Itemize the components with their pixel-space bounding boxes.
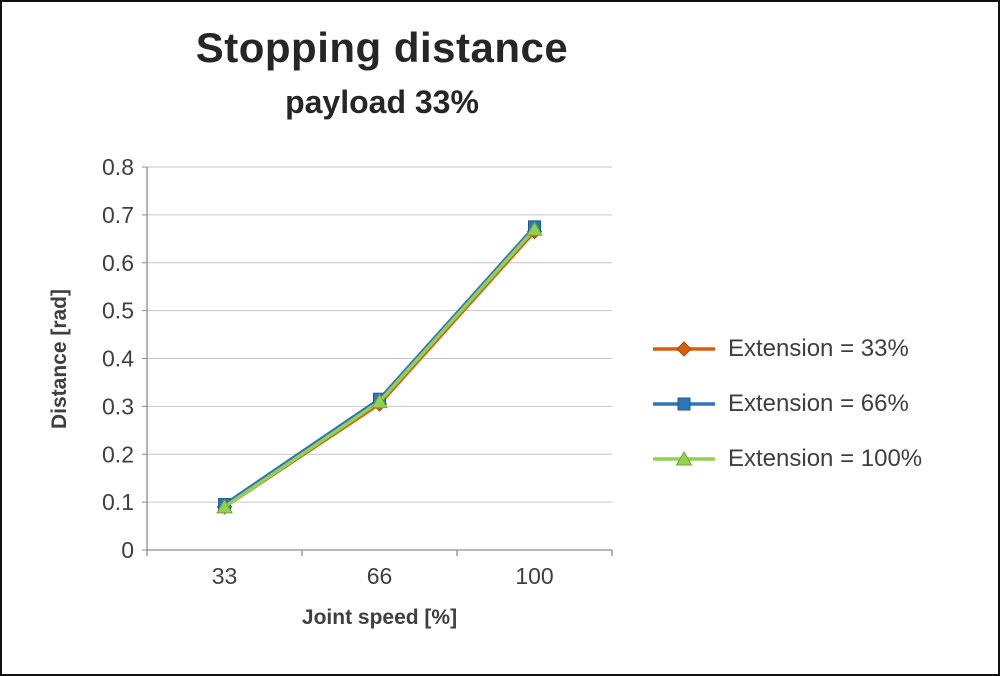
- svg-text:0.2: 0.2: [102, 441, 134, 467]
- svg-text:100: 100: [515, 563, 553, 589]
- svg-text:0.6: 0.6: [102, 250, 134, 276]
- svg-text:0: 0: [121, 537, 134, 563]
- legend: Extension = 33% Extension = 66% Extensio…: [652, 332, 982, 476]
- legend-swatch-extension-66-icon: [653, 397, 715, 411]
- svg-text:0.8: 0.8: [102, 154, 134, 180]
- legend-label-extension-100: Extension = 100%: [728, 445, 923, 472]
- svg-text:0.5: 0.5: [102, 298, 134, 324]
- legend-item-extension-66: Extension = 66%: [652, 387, 982, 421]
- svg-text:0.1: 0.1: [102, 489, 134, 515]
- x-axis-title: Joint speed [%]: [301, 606, 458, 629]
- legend-item-extension-33: Extension = 33%: [652, 332, 982, 366]
- plot-area: 0 0.1 0.2 0.3 0.4 0.5 0.6 0.7 0.8 33 66 100: [102, 154, 613, 589]
- svg-text:33: 33: [212, 563, 238, 589]
- legend-swatch-extension-100-icon: [653, 450, 715, 466]
- y-axis-title: Distance [rad]: [48, 288, 71, 430]
- svg-text:0.4: 0.4: [102, 346, 134, 372]
- legend-label-extension-66: Extension = 66%: [728, 390, 909, 417]
- svg-text:0.3: 0.3: [102, 393, 134, 419]
- legend-label-extension-33: Extension = 33%: [728, 335, 909, 362]
- legend-item-extension-100: Extension = 100%: [652, 442, 982, 476]
- svg-text:0.7: 0.7: [102, 202, 134, 228]
- legend-swatch-extension-33-icon: [653, 341, 715, 357]
- svg-text:66: 66: [367, 563, 393, 589]
- chart-title: Stopping distance: [195, 24, 569, 71]
- chart-subtitle: payload 33%: [285, 84, 479, 120]
